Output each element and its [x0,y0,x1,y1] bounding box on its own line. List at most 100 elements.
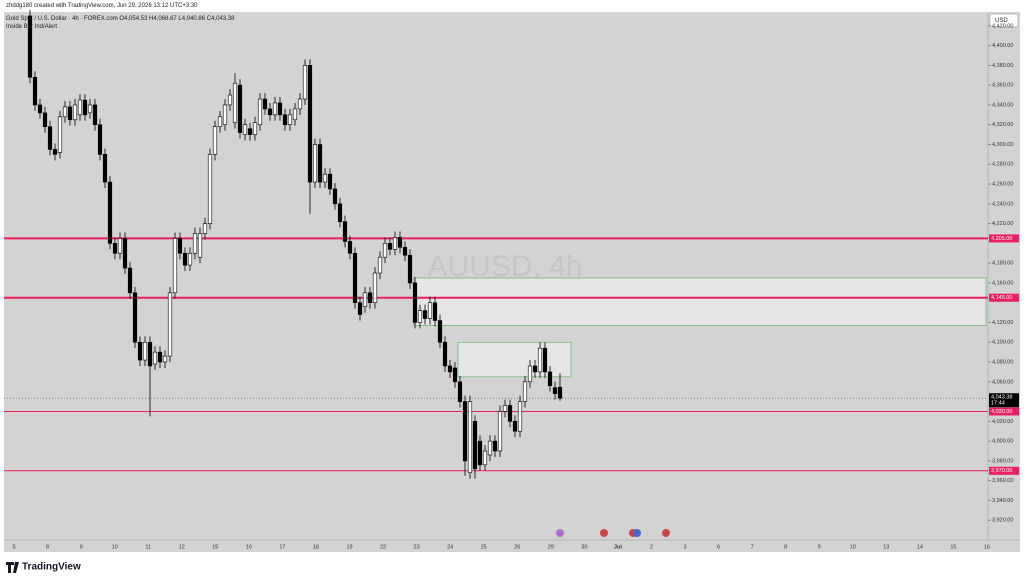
y-tick-label: 4,000.00 [992,439,1013,445]
indicator-name: Inside Bar Ind/Alert [6,24,58,30]
x-tick-label: 16 [246,544,252,550]
candle-body [477,440,483,466]
candle-body [447,365,453,373]
x-tick-label: 22 [380,544,386,550]
last-price-label: 4,043.38 [991,395,1012,401]
x-tick-label: 26 [514,544,520,550]
candle-body [547,371,553,387]
candle-body [437,320,443,343]
x-tick-label: 13 [883,544,889,550]
candle-body [417,310,423,323]
level-label-box [989,234,1019,243]
brand: TradingView [22,562,81,573]
candle-body [127,267,133,294]
x-tick-label: 12 [179,544,185,550]
level-label-box [989,407,1019,416]
candle-body [97,124,103,155]
y-tick-label: 4,080.00 [992,359,1013,365]
x-tick-label: 5 [12,544,15,550]
y-tick-label: 4,380.00 [992,63,1013,69]
candle-body [92,104,98,126]
y-tick-label: 3,940.00 [992,498,1013,504]
y-tick-label: 4,360.00 [992,83,1013,89]
x-tick-label: 29 [548,544,554,550]
y-tick-label: 4,100.00 [992,340,1013,346]
zone [413,277,987,326]
candle-body [52,149,58,155]
x-tick-label: 7 [751,544,754,550]
candle-body [342,221,348,242]
candle-body [462,401,468,462]
candle-body [257,98,263,126]
event-icons [556,529,670,537]
candle-body [352,252,358,303]
candle-body [32,76,38,106]
x-tick-label: 11 [145,544,151,550]
candle-body [452,367,458,383]
x-tick-label: 14 [917,544,923,550]
currency-button[interactable] [989,13,1019,28]
candle-body [357,302,363,315]
candle-body [442,341,448,367]
candle-body [137,341,143,361]
candle-body [212,126,218,155]
candle-body [182,252,188,266]
candle-body [332,188,338,205]
y-tick-label: 4,400.00 [992,43,1013,49]
candle-body [27,15,33,78]
y-tick-label: 4,420.00 [992,23,1013,29]
candle-body [102,154,108,183]
candle-body [512,421,518,432]
candle-body [157,351,163,363]
candle-body [402,247,408,256]
candle-body [552,387,558,394]
x-tick-label: 17 [279,544,285,550]
candle-body [177,238,183,254]
x-tick-label: 25 [481,544,487,550]
candle-body [297,98,303,110]
candle-body [537,347,543,373]
candle-body [192,233,198,254]
y-tick-label: 4,120.00 [992,320,1013,326]
brand-logo [6,562,19,573]
candle-body [172,238,178,294]
candle-body [147,341,153,367]
candle-body [372,272,378,303]
x-tick-label: 16 [984,544,990,550]
y-tick-label: 3,960.00 [992,478,1013,484]
candle-body [202,223,208,234]
level-label: 4,205.00 [991,236,1012,242]
candle-body [292,108,298,121]
x-tick-label: 15 [212,544,218,550]
candle-body [62,106,68,118]
candle-body [502,405,508,412]
candle-body [532,365,538,373]
candle-body [487,440,493,456]
candle-body [422,310,428,319]
candle-body [482,450,488,466]
x-tick-label: 30 [581,544,587,550]
candle-body [522,381,528,402]
candle-body [557,386,563,399]
x-tick-label: 15 [950,544,956,550]
candle-body [82,99,88,116]
last-price-time: 17:44 [991,401,1005,407]
y-tick-label: 4,340.00 [992,102,1013,108]
y-tick-label: 3,920.00 [992,518,1013,524]
level-label: 3,970.00 [991,468,1012,474]
candle-body [237,84,243,133]
candle-body [282,114,288,126]
candle-body [262,98,268,110]
candle-body [517,401,523,432]
candle-body [302,65,308,100]
candle-body [337,203,343,222]
candle-body [207,154,213,224]
x-tick-label: 3 [683,544,686,550]
candle-body [542,347,548,373]
y-tick-label: 4,320.00 [992,122,1013,128]
candle-body [232,82,238,124]
watermark: AUUSD, 4h [427,250,582,283]
x-tick-label: 2 [650,544,653,550]
candle-body [247,128,253,135]
